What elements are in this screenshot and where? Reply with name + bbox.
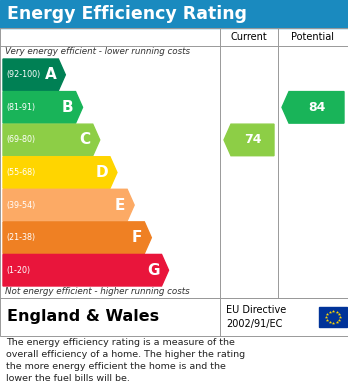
Text: 74: 74	[244, 133, 261, 146]
Text: (92-100): (92-100)	[6, 70, 40, 79]
Text: (81-91): (81-91)	[6, 103, 35, 112]
Text: England & Wales: England & Wales	[7, 310, 159, 325]
Text: G: G	[147, 263, 159, 278]
Bar	[0, 0, 348, 28]
Text: C: C	[80, 133, 91, 147]
Text: E: E	[115, 197, 125, 213]
Text: (55-68): (55-68)	[6, 168, 35, 177]
Text: EU Directive
2002/91/EC: EU Directive 2002/91/EC	[226, 305, 286, 328]
Polygon shape	[3, 189, 134, 221]
Text: (39-54): (39-54)	[6, 201, 35, 210]
Text: F: F	[132, 230, 142, 245]
Polygon shape	[3, 124, 100, 156]
Text: (69-80): (69-80)	[6, 135, 35, 144]
Polygon shape	[3, 255, 168, 286]
Text: Potential: Potential	[292, 32, 334, 42]
Text: Current: Current	[231, 32, 267, 42]
Polygon shape	[3, 91, 82, 123]
Text: B: B	[62, 100, 73, 115]
Text: 84: 84	[308, 101, 325, 114]
Text: The energy efficiency rating is a measure of the
overall efficiency of a home. T: The energy efficiency rating is a measur…	[6, 338, 245, 384]
Text: Not energy efficient - higher running costs: Not energy efficient - higher running co…	[5, 287, 190, 296]
Text: Very energy efficient - lower running costs: Very energy efficient - lower running co…	[5, 47, 190, 57]
Polygon shape	[282, 91, 344, 123]
Polygon shape	[3, 222, 151, 253]
Polygon shape	[3, 59, 65, 91]
Polygon shape	[3, 157, 117, 188]
Bar	[319, 307, 347, 327]
Bar	[0, 28, 348, 298]
Text: Energy Efficiency Rating: Energy Efficiency Rating	[7, 5, 247, 23]
Bar	[0, 298, 348, 336]
Text: D: D	[95, 165, 108, 180]
Text: A: A	[45, 67, 56, 82]
Text: (1-20): (1-20)	[6, 266, 30, 275]
Text: (21-38): (21-38)	[6, 233, 35, 242]
Polygon shape	[224, 124, 274, 156]
